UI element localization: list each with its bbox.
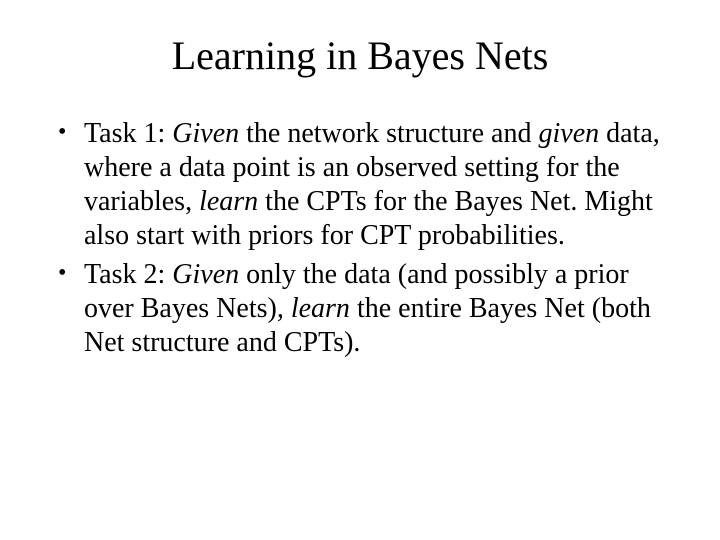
slide-title: Learning in Bayes Nets xyxy=(0,0,720,99)
italic-run: learn xyxy=(291,293,350,324)
text-run: the network structure and xyxy=(239,118,538,149)
italic-run: Given xyxy=(172,118,239,149)
text-run: Task 2: xyxy=(84,259,172,290)
italic-run: given xyxy=(538,118,599,149)
italic-run: learn xyxy=(199,186,258,217)
text-run: Task 1: xyxy=(84,118,172,149)
slide-body: Task 1: Given the network structure and … xyxy=(0,99,720,360)
bullet-item: Task 2: Given only the data (and possibl… xyxy=(56,258,664,360)
bullet-item: Task 1: Given the network structure and … xyxy=(56,117,664,254)
italic-run: Given xyxy=(172,259,239,290)
slide: Learning in Bayes Nets Task 1: Given the… xyxy=(0,0,720,540)
bullet-list: Task 1: Given the network structure and … xyxy=(56,117,664,360)
